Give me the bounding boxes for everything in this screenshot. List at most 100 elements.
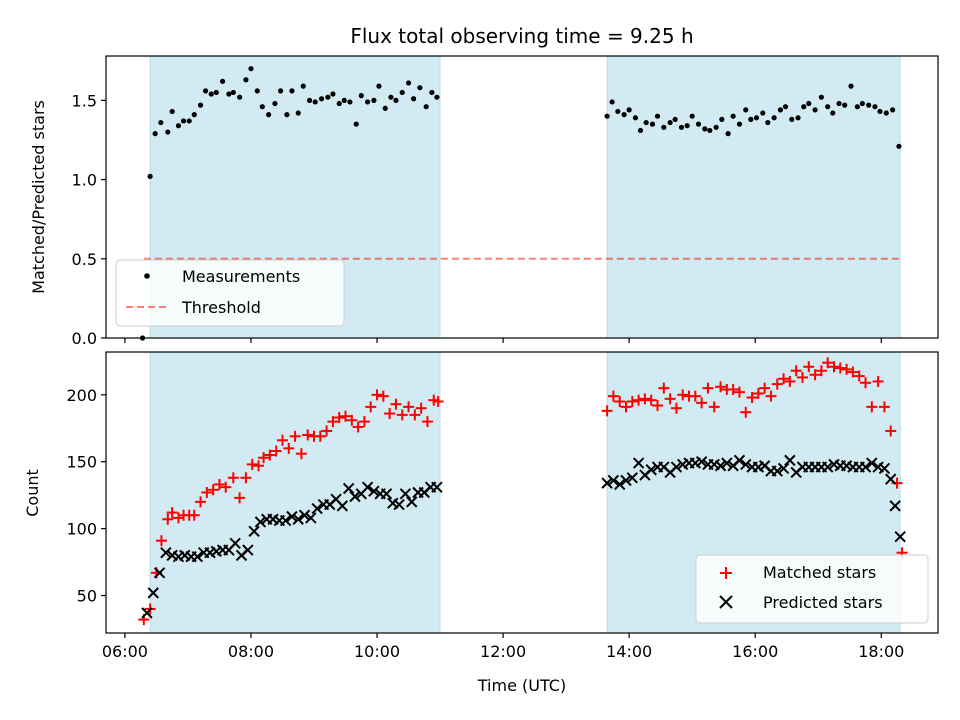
top-y-axis-label: Matched/Predicted stars (29, 100, 48, 294)
measurement-point (405, 80, 412, 86)
matched-star-point (633, 394, 645, 406)
predicted-star-point (242, 544, 254, 556)
y-tick-label: 0.5 (72, 250, 97, 269)
x-tick-label: 16:00 (732, 642, 778, 661)
measurement-point (330, 91, 336, 97)
matched-star-point (289, 430, 301, 442)
predicted-star-point (160, 547, 172, 559)
matched-star-point (207, 484, 219, 496)
top-y-ticks: 0.0 0.5 1.0 1.5 (72, 91, 106, 348)
predicted-star-point (714, 460, 727, 472)
measurement-point (890, 107, 896, 113)
matched-star-point (234, 492, 246, 504)
measurement-point (284, 112, 290, 118)
matched-star-point (253, 460, 265, 472)
matched-star-point (321, 425, 333, 437)
matched-star-point (853, 370, 865, 382)
matched-star-point (796, 371, 808, 383)
legend-threshold-label: Threshold (181, 298, 261, 317)
matched-star-point (828, 361, 840, 373)
predicted-star-point (784, 454, 796, 467)
measurement-point (429, 89, 435, 96)
matched-star-point (415, 402, 427, 414)
measurement-point (272, 100, 278, 107)
matched-star-point (860, 377, 872, 389)
x-tick-label: 12:00 (480, 642, 526, 661)
bottom-panel: 50 100 150 200 06:00 08:00 10:00 12:00 14:00 16:… (23, 351, 939, 695)
measurement-point (782, 104, 789, 110)
matched-star-point (314, 430, 326, 442)
measurement-point (336, 100, 342, 107)
measurement-point (152, 131, 158, 137)
predicted-star-point (866, 457, 878, 469)
measurement-point (358, 93, 364, 99)
y-tick-label: 1.5 (72, 91, 97, 110)
measurement-point (789, 116, 795, 122)
predicted-star-point (645, 464, 657, 476)
chart-title: Flux total observing time = 9.25 h (350, 24, 693, 48)
matched-star-point (276, 434, 288, 446)
matched-star-point (246, 458, 258, 470)
predicted-star-point (147, 587, 159, 599)
top-axes-frame (105, 55, 939, 339)
matched-star-point (302, 429, 314, 441)
bottom-x-ticks: 06:00 08:00 10:00 12:00 14:00 16:00 18:00 (102, 633, 904, 661)
measurement-point (434, 94, 440, 100)
matched-star-point (264, 449, 276, 461)
measurement-point (376, 83, 382, 89)
matched-star-point (409, 409, 421, 421)
measurement-point (707, 127, 713, 134)
measurement-point (743, 107, 749, 113)
measurement-point (423, 104, 429, 110)
matched-star-point (155, 535, 167, 547)
predicted-star-point (279, 514, 292, 527)
legend-matched-marker (720, 567, 732, 579)
matched-star-point (702, 382, 714, 394)
predicted-star-point (601, 477, 613, 489)
matched-star-point (365, 401, 377, 413)
predicted-star-point (626, 472, 639, 484)
bottom-y-ticks: 50 100 150 200 (66, 386, 106, 606)
matched-star-point (220, 481, 232, 493)
matched-star-point (213, 478, 225, 490)
matched-star-point (847, 366, 859, 378)
measurement-point (661, 124, 667, 130)
predicted-star-point (889, 500, 901, 512)
predicted-star-point (298, 509, 311, 521)
measurement-point (632, 115, 639, 121)
matched-star-point (740, 406, 752, 418)
matched-star-point (371, 389, 383, 401)
measurement-point (748, 116, 754, 122)
measurement-point (226, 91, 232, 97)
measurement-point (230, 89, 236, 96)
measurement-point (806, 100, 812, 107)
y-tick-label: 50 (77, 587, 97, 606)
measurement-point (719, 116, 725, 122)
measurements-points (139, 66, 902, 341)
matched-star-point (885, 425, 897, 437)
measurement-point (830, 110, 836, 116)
top-x-ticks (124, 338, 882, 343)
measurement-point (836, 100, 842, 107)
measurement-point (300, 83, 306, 89)
predicted-star-point (771, 465, 783, 477)
measurement-point (883, 110, 889, 116)
measurement-point (654, 113, 661, 119)
measurement-point (393, 97, 399, 103)
matched-star-point (715, 381, 727, 393)
matched-star-point (645, 394, 657, 406)
predicted-star-point (733, 454, 746, 467)
measurement-point (306, 97, 313, 103)
measurement-point (165, 129, 171, 135)
matched-star-point (759, 382, 771, 394)
y-tick-label: 1.0 (72, 171, 97, 190)
measurement-point (289, 88, 295, 94)
predicted-star-point (342, 482, 355, 495)
matched-star-point (664, 393, 676, 405)
matched-star-point (283, 442, 295, 454)
measurement-point (765, 119, 771, 126)
matched-star-point (620, 401, 632, 413)
matched-star-point (340, 410, 352, 422)
matched-star-point (841, 363, 853, 375)
matched-star-point (696, 397, 708, 409)
